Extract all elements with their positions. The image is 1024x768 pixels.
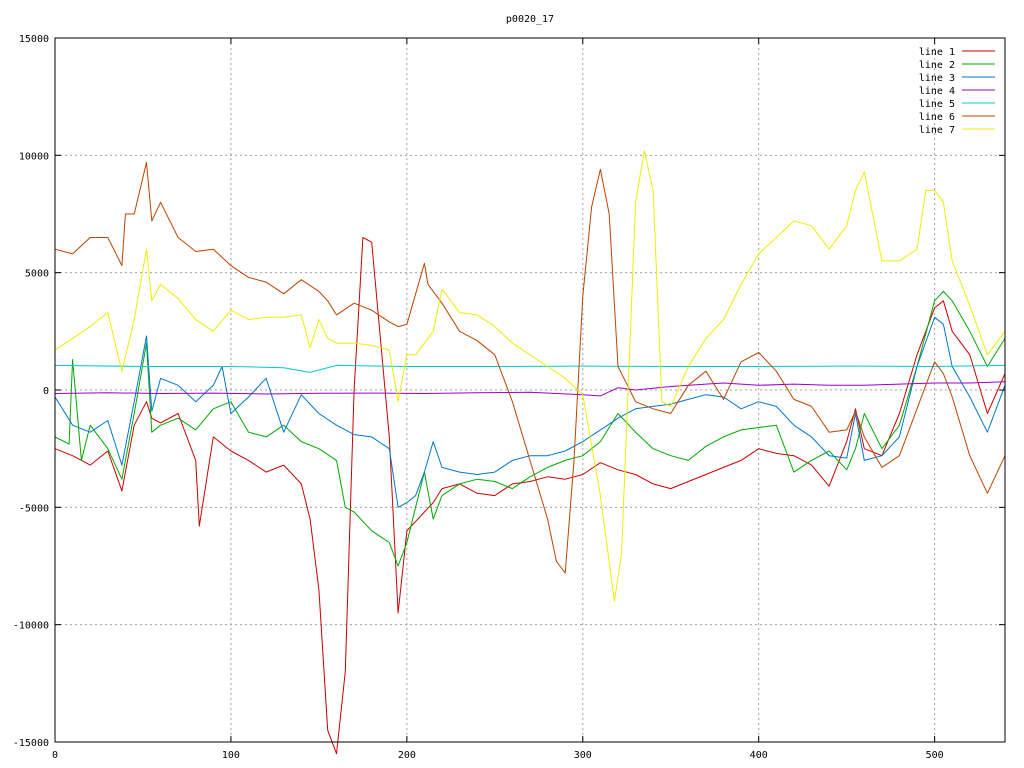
y-tick-label: 15000 xyxy=(19,34,49,45)
x-tick-label: 200 xyxy=(398,750,416,761)
y-tick-label: 10000 xyxy=(19,151,49,162)
x-tick-label: 100 xyxy=(222,750,240,761)
legend-label: line 7 xyxy=(919,125,955,136)
x-tick-label: 400 xyxy=(750,750,768,761)
y-tick-label: -15000 xyxy=(13,738,49,749)
legend-label: line 1 xyxy=(919,47,955,58)
series-line-5 xyxy=(54,364,1006,373)
x-tick-label: 500 xyxy=(926,750,944,761)
series-line-2 xyxy=(54,290,1006,567)
series-line-3 xyxy=(54,316,1006,508)
legend-label: line 3 xyxy=(919,73,955,84)
gridlines xyxy=(55,38,1005,742)
x-tick-label: 0 xyxy=(52,750,58,761)
series-line-6 xyxy=(54,161,1006,574)
series-line-7 xyxy=(54,150,1006,602)
legend-label: line 2 xyxy=(919,60,955,71)
legend-label: line 6 xyxy=(919,112,955,123)
chart-title: p0020_17 xyxy=(506,14,554,25)
legend-label: line 5 xyxy=(919,99,955,110)
legend: line 1 line 2 line 3 line 4 line 5 line 6 line… xyxy=(919,47,995,136)
y-tick-label: -5000 xyxy=(19,503,49,514)
legend-label: line 4 xyxy=(919,86,955,97)
y-tick-label: 0 xyxy=(43,386,49,397)
y-tick-label: -10000 xyxy=(13,621,49,632)
y-tick-label: 5000 xyxy=(25,269,49,280)
x-tick-label: 300 xyxy=(574,750,592,761)
series-line-4 xyxy=(54,381,1006,397)
axes: -15000 -10000 -5000 0 5000 10000 15000 0 100 200 3… xyxy=(13,34,1005,761)
series-line-1 xyxy=(54,237,1006,755)
series-lines xyxy=(54,150,1006,755)
